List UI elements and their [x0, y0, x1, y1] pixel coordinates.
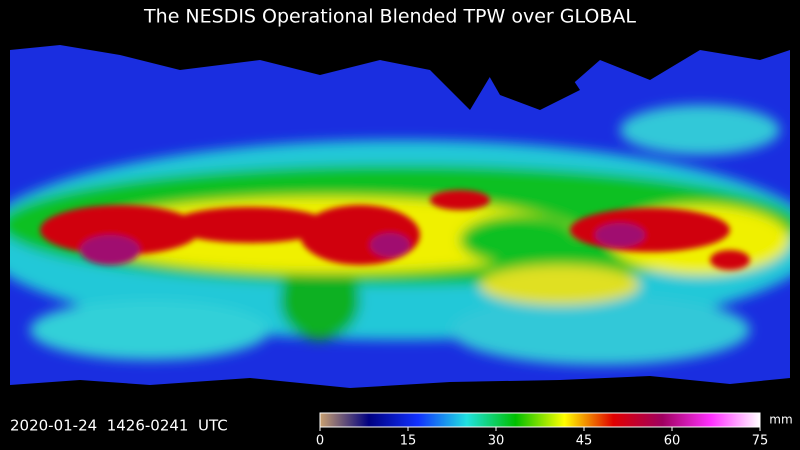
colorbar-gradient: [319, 412, 761, 428]
colorbar-tick-label: 45: [576, 434, 593, 449]
colorbar: mm 0 15 30 45 60 75: [316, 412, 793, 449]
colorbar-tick-label: 0: [316, 434, 324, 449]
colorbar-tick-label: 15: [400, 434, 417, 449]
colorbar-tick-label: 60: [664, 434, 681, 449]
colorbar-tick-label: 30: [488, 434, 505, 449]
colorbar-tick-label: 75: [752, 434, 769, 449]
tpw-map: [10, 35, 790, 400]
title: The NESDIS Operational Blended TPW over …: [143, 6, 636, 28]
colorbar-unit: mm: [769, 413, 792, 427]
timestamp: 2020-01-24 1426-0241 UTC: [10, 417, 228, 435]
